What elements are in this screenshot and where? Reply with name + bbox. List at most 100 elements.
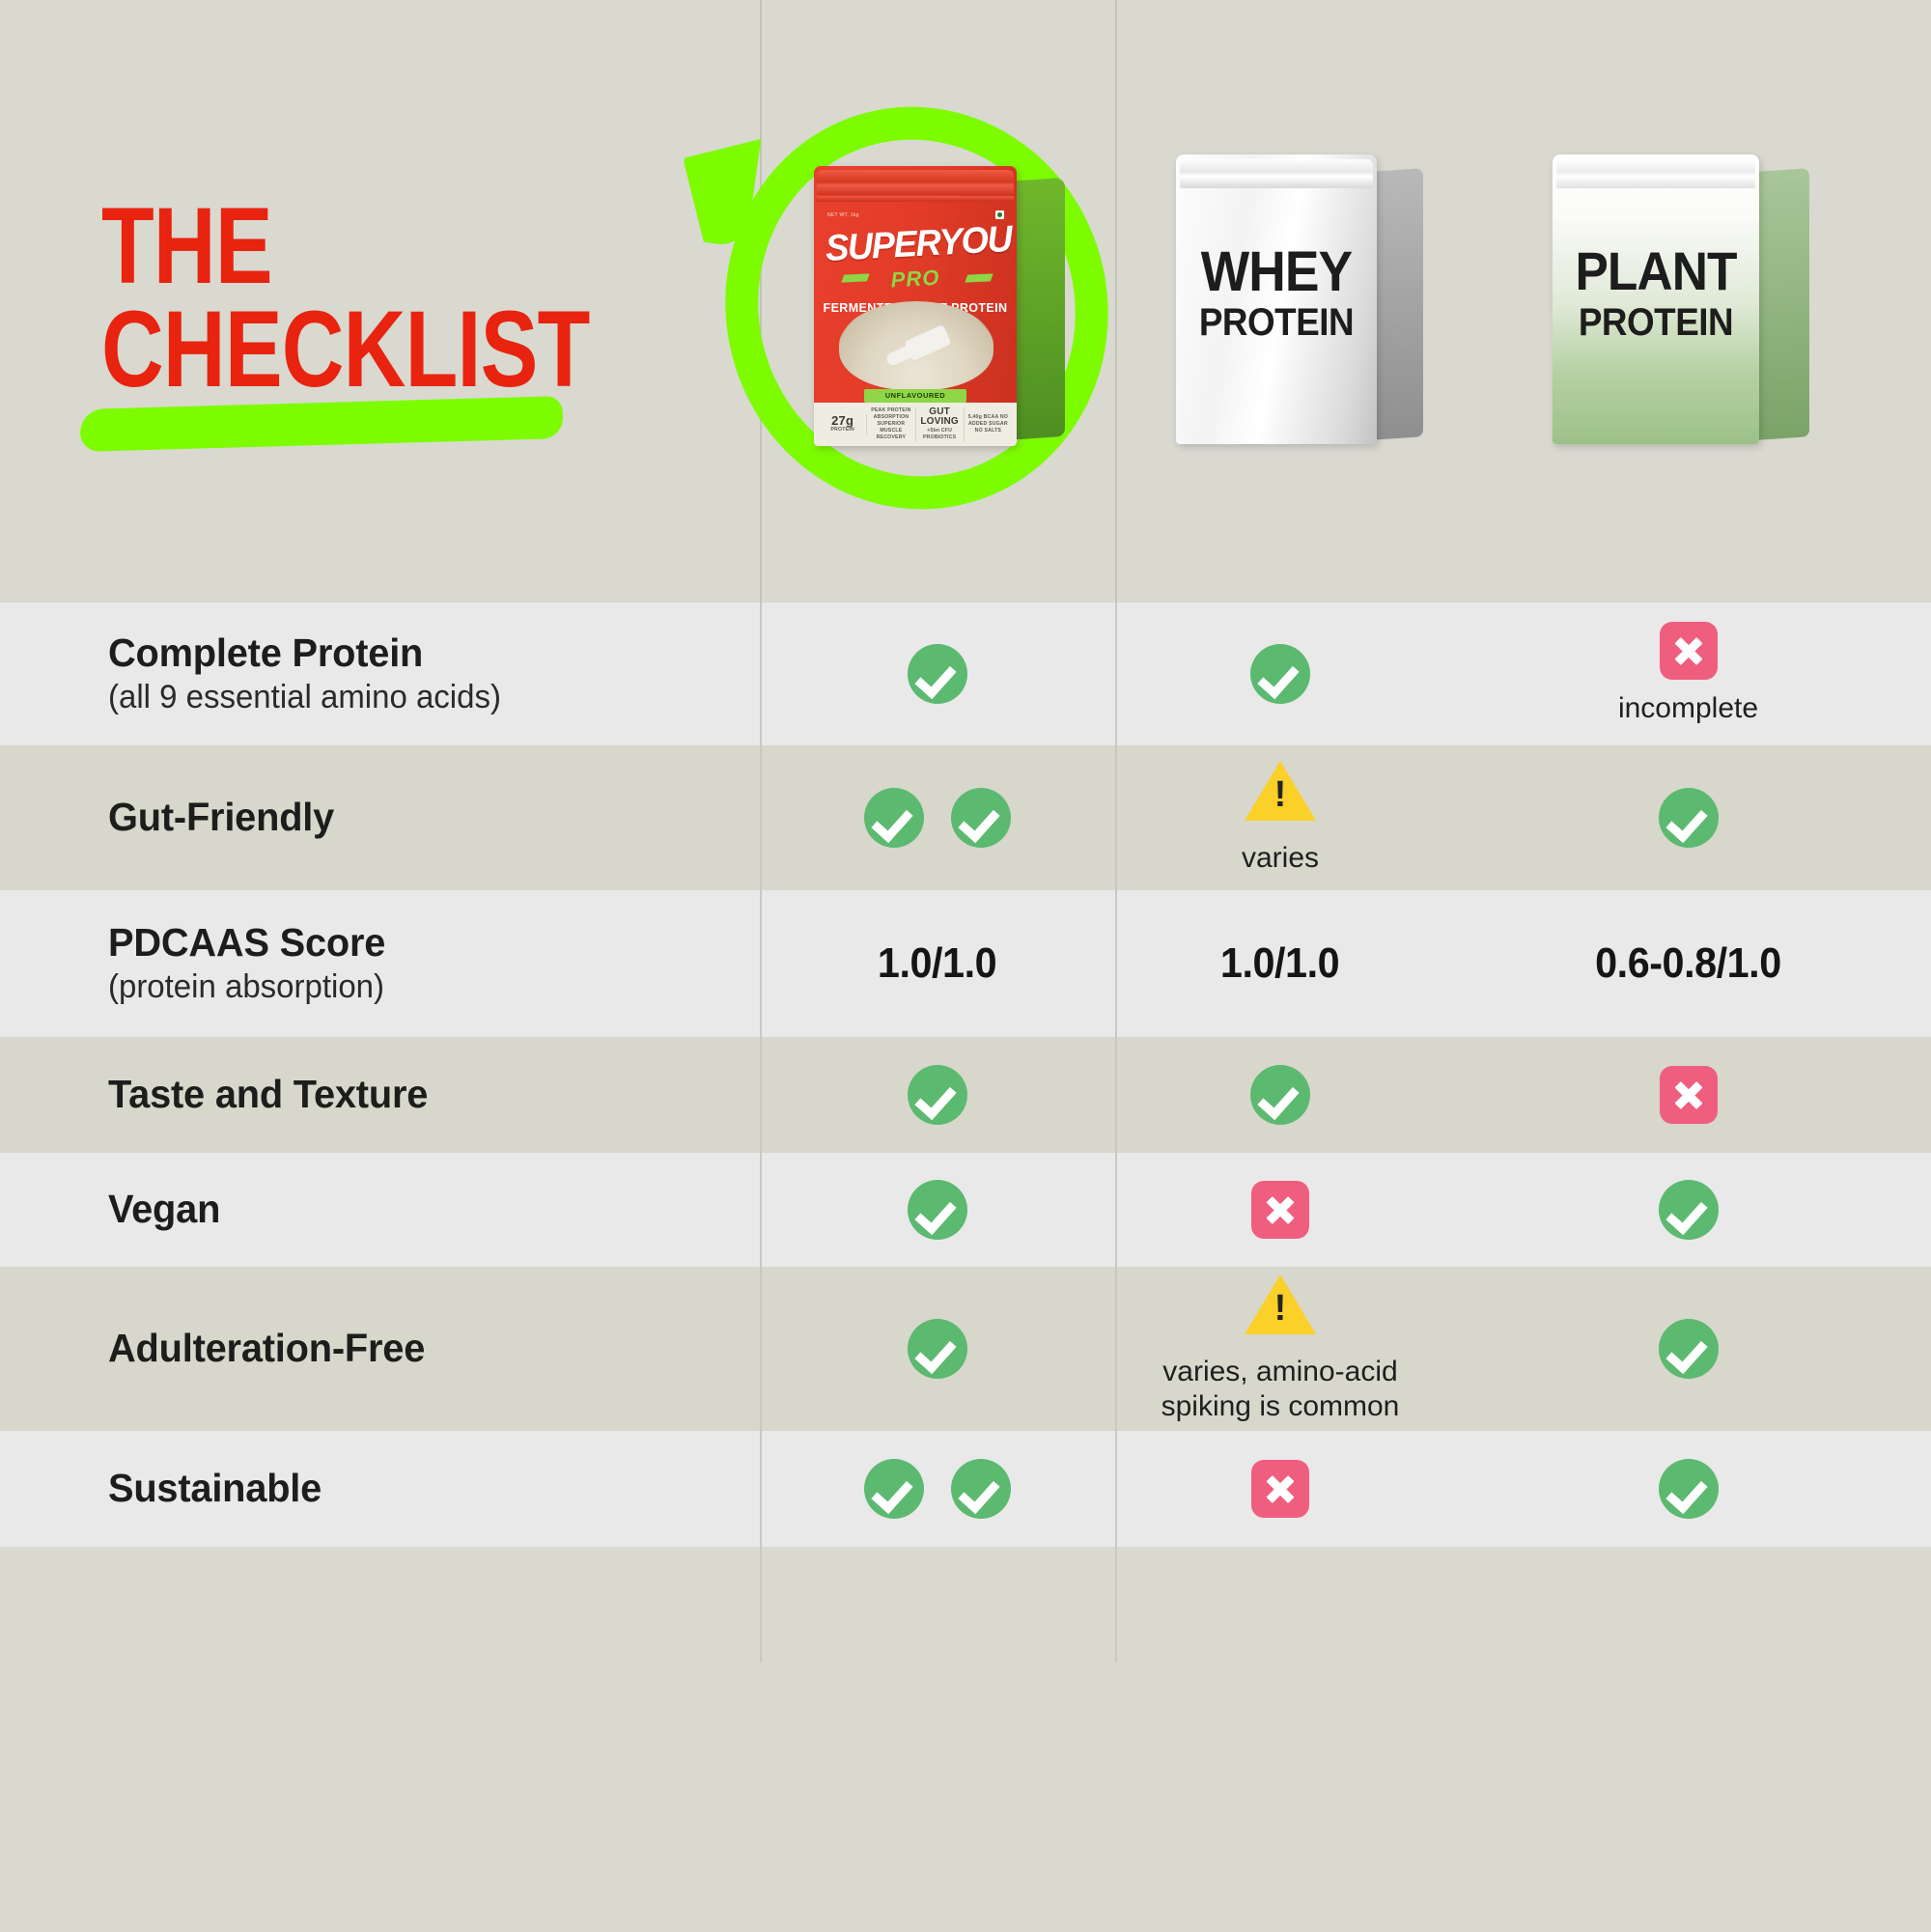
table-row: Vegan <box>0 1153 1931 1267</box>
bag-zip-top <box>1556 159 1755 188</box>
column-separator-2 <box>1115 1037 1117 1153</box>
column-separator-2 <box>1115 1267 1117 1431</box>
status-marks <box>1250 644 1310 704</box>
bag-gusset <box>1371 168 1423 440</box>
status-note: incomplete <box>1617 692 1759 725</box>
cell-superyou <box>760 1180 1115 1240</box>
score-value: 0.6-0.8/1.0 <box>1595 939 1781 987</box>
status-marks <box>1245 1274 1316 1343</box>
column-separator-2 <box>1115 890 1117 1037</box>
column-separator-2 <box>1115 0 1117 602</box>
cross-icon <box>1251 1181 1309 1239</box>
status-marks <box>1658 788 1719 848</box>
cell-superyou <box>760 644 1115 704</box>
warning-icon-wrap <box>1245 1274 1316 1343</box>
bag-gusset <box>1757 168 1809 440</box>
score-value: 1.0/1.0 <box>878 939 997 987</box>
column-separator-2 <box>1115 745 1117 890</box>
cell-superyou <box>760 1459 1115 1519</box>
status-note: varies, amino-acid spiking is common <box>1161 1356 1400 1422</box>
check-icon <box>864 788 924 848</box>
row-label-cell: Complete Protein (all 9 essential amino a… <box>0 630 760 716</box>
cell-whey <box>1115 1181 1445 1239</box>
table-row: Gut-Friendly varies <box>0 745 1931 890</box>
row-label: PDCAAS Score <box>108 919 386 965</box>
cell-plant <box>1445 1319 1931 1379</box>
bag-label-line2: PROTEIN <box>1198 301 1355 344</box>
row-label: Taste and Texture <box>108 1072 429 1117</box>
status-marks <box>864 1459 1011 1519</box>
table-row: Complete Protein (all 9 essential amino a… <box>0 602 1931 745</box>
cell-whey <box>1115 1065 1445 1125</box>
cell-plant <box>1445 1066 1931 1124</box>
status-marks <box>1658 1459 1719 1519</box>
badge-protein: 27g PROTEIN <box>819 413 868 434</box>
row-label: Complete Protein <box>108 630 424 675</box>
row-label-cell: Gut-Friendly <box>0 796 760 839</box>
column-separator-1 <box>760 1431 762 1547</box>
check-icon <box>1658 1459 1719 1519</box>
status-marks <box>864 788 1011 848</box>
column-separator-1 <box>760 1037 762 1153</box>
cell-whey: varies <box>1115 760 1445 875</box>
cell-plant <box>1445 788 1931 848</box>
bag-net-weight: NET WT. 1kg <box>827 212 859 218</box>
row-label-cell: Vegan <box>0 1188 760 1231</box>
cell-superyou <box>760 1065 1115 1125</box>
row-label: Adulteration-Free <box>108 1326 426 1371</box>
bag-front: WHEY PROTEIN <box>1176 154 1377 444</box>
page-title: THE CHECKLIST <box>79 185 642 452</box>
status-marks <box>1658 1319 1719 1379</box>
warning-triangle-icon <box>1245 1274 1316 1335</box>
bag-zip-top <box>817 170 1014 195</box>
status-marks <box>1659 1066 1718 1124</box>
product-bag-plant: PLANT PROTEIN <box>1553 154 1809 444</box>
row-label: Gut-Friendly <box>108 795 335 840</box>
row-label: Vegan <box>108 1187 221 1232</box>
column-separator-2 <box>1115 1547 1117 1663</box>
header-band: THE CHECKLIST NET WT. 1kg SUPERYOU PRO F… <box>0 0 1931 602</box>
table-row: Sustainable <box>0 1431 1931 1547</box>
check-icon <box>908 1065 967 1125</box>
bag-footer-badges: 27g PROTEIN PEAK PROTEIN ABSORPTION SUPE… <box>814 403 1017 446</box>
status-marks <box>1251 1460 1309 1518</box>
badge-protein-amount: 27g <box>831 413 854 429</box>
bag-flavour-badge: UNFLAVOURED <box>864 389 966 403</box>
row-label-cell: Sustainable <box>0 1467 760 1510</box>
badge-absorption-label: PEAK PROTEIN ABSORPTION SUPERIOR MUSCLE … <box>871 406 911 441</box>
badge-absorption: PEAK PROTEIN ABSORPTION SUPERIOR MUSCLE … <box>867 406 916 442</box>
column-separator-1 <box>760 890 762 1037</box>
column-separator-2 <box>1115 602 1117 745</box>
check-icon <box>1658 1319 1719 1379</box>
check-icon <box>951 1459 1011 1519</box>
check-icon <box>1658 1180 1719 1240</box>
cell-whey <box>1115 644 1445 704</box>
bag-label-line1: WHEY <box>1200 240 1353 303</box>
row-sublabel: (all 9 essential amino acids) <box>108 679 501 715</box>
footer-band <box>0 1547 1931 1663</box>
status-marks <box>1658 1180 1719 1240</box>
row-label: Sustainable <box>108 1466 322 1511</box>
check-icon <box>1250 644 1310 704</box>
warning-triangle-icon <box>1245 760 1316 821</box>
status-marks <box>1251 1181 1309 1239</box>
table-row: PDCAAS Score (protein absorption) 1.0/1.0 1… <box>0 890 1931 1037</box>
comparison-table: Complete Protein (all 9 essential amino a… <box>0 602 1931 1547</box>
badge-bcaa: 5.40g BCAA NO ADDED SUGAR NO SALTS <box>965 414 1012 434</box>
cell-whey <box>1115 1460 1445 1518</box>
status-marks <box>908 1065 967 1125</box>
badge-gut-tiny: +5bn CFU PROBIOTICS <box>922 427 957 440</box>
status-note: varies <box>1241 841 1320 874</box>
check-icon <box>908 644 967 704</box>
title-line-1: THE <box>101 185 273 306</box>
check-icon <box>1658 788 1719 848</box>
cell-plant: 0.6-0.8/1.0 <box>1445 939 1931 988</box>
column-separator-1 <box>760 745 762 890</box>
status-marks <box>1245 760 1316 829</box>
status-marks <box>1659 622 1718 681</box>
row-label-cell: Adulteration-Free <box>0 1327 760 1370</box>
bag-zip-seam <box>817 196 1014 202</box>
badge-bcaa-label: 5.40g BCAA NO ADDED SUGAR NO SALTS <box>967 413 1009 434</box>
column-separator-1 <box>760 602 762 745</box>
